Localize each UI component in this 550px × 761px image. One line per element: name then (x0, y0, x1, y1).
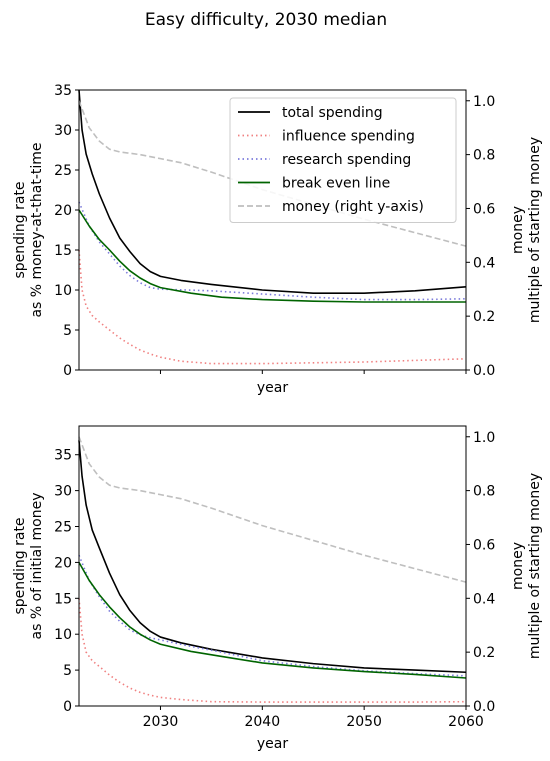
series-line-influence-spending (78, 598, 467, 703)
series-line-research-spending (78, 554, 467, 677)
legend-entry: break even line (282, 176, 390, 192)
y2-tick-label: 0.4 (473, 591, 495, 607)
y2-axis-label-line: multiple of starting money (527, 473, 543, 659)
y2-tick-label: 1.0 (473, 430, 495, 446)
legend-box (229, 97, 457, 223)
y-tick-label: 15 (54, 243, 72, 259)
y-axis-label-line: as % of initial money (29, 493, 45, 640)
y2-tick-label: 0.6 (473, 201, 495, 217)
series-line-total-spending (78, 89, 467, 295)
y-tick-label: 0 (63, 363, 72, 379)
y-tick-label: 25 (54, 520, 72, 536)
x-axis-label: year (257, 380, 288, 396)
y-tick-label: 5 (63, 323, 72, 339)
legend-entry: influence spending (282, 129, 415, 145)
y-tick-label: 15 (54, 591, 72, 607)
x-tick-label: 2060 (448, 714, 484, 730)
legend-entry: research spending (282, 152, 411, 168)
y-tick-label: 10 (54, 283, 72, 299)
y2-tick-label: 0.0 (473, 699, 495, 715)
y-axis-label: spending rateas % money-at-that-time (12, 142, 45, 317)
y-tick-label: 20 (54, 555, 72, 571)
plot-frame (78, 425, 467, 707)
y-axis-label-line: as % money-at-that-time (29, 142, 45, 317)
y2-tick-label: 0.8 (473, 484, 495, 500)
y2-tick-label: 0.2 (473, 645, 495, 661)
y-tick-label: 30 (54, 484, 72, 500)
series-line-break-even-line (78, 209, 466, 303)
x-tick-label: 2030 (143, 714, 179, 730)
y2-tick-label: 1.0 (473, 94, 495, 110)
y2-tick-label: 0.6 (473, 537, 495, 553)
y-tick-label: 25 (54, 163, 72, 179)
series-line-money-right-y-axis- (78, 100, 467, 247)
series-line-break-even-line (78, 562, 467, 679)
y-axis-label-line: spending rate (12, 181, 28, 278)
y-axis-label: spending rateas % of initial money (12, 493, 45, 640)
x-axis-label: year (257, 736, 288, 752)
series-line-money-right-y-axis- (78, 436, 467, 583)
bottom-chart: 0 5 10 15 20 25 30 35 0.0 0.2 0.4 0.6 0.8 1.0 2030 2040… (12, 425, 543, 752)
x-tick-label: 2050 (346, 714, 382, 730)
top-chart: 0 5 10 15 20 25 30 35 0.0 0.2 0.4 0.6 0.8 1.0 year spen… (12, 83, 543, 396)
y2-tick-label: 0.4 (473, 255, 495, 271)
y2-axis-label: moneymultiple of starting money (510, 137, 543, 323)
y-tick-label: 0 (63, 699, 72, 715)
plot-frame (78, 89, 467, 371)
figure-title: Easy difficulty, 2030 median (145, 10, 387, 30)
y2-axis-label-line: money (510, 542, 526, 590)
y-tick-label: 5 (63, 663, 72, 679)
y2-axis-label: moneymultiple of starting money (510, 473, 543, 659)
y2-axis-label-line: money (510, 206, 526, 254)
legend: total spending influence spending research… (229, 97, 457, 223)
y2-tick-label: 0.2 (473, 309, 495, 325)
series-line-research-spending (78, 201, 467, 301)
x-tick-label: 2040 (244, 714, 280, 730)
series-line-influence-spending (78, 249, 467, 365)
legend-entry: total spending (282, 105, 383, 121)
series-line-total-spending (78, 440, 467, 674)
y-tick-label: 35 (54, 83, 72, 99)
y-tick-label: 35 (54, 448, 72, 464)
y-tick-label: 10 (54, 627, 72, 643)
y2-tick-label: 0.0 (473, 363, 495, 379)
y-axis-label-line: spending rate (12, 517, 28, 614)
legend-entry: money (right y-axis) (282, 199, 424, 215)
y-tick-label: 30 (54, 123, 72, 139)
y2-tick-label: 0.8 (473, 148, 495, 164)
y2-axis-label-line: multiple of starting money (527, 137, 543, 323)
y-tick-label: 20 (54, 203, 72, 219)
